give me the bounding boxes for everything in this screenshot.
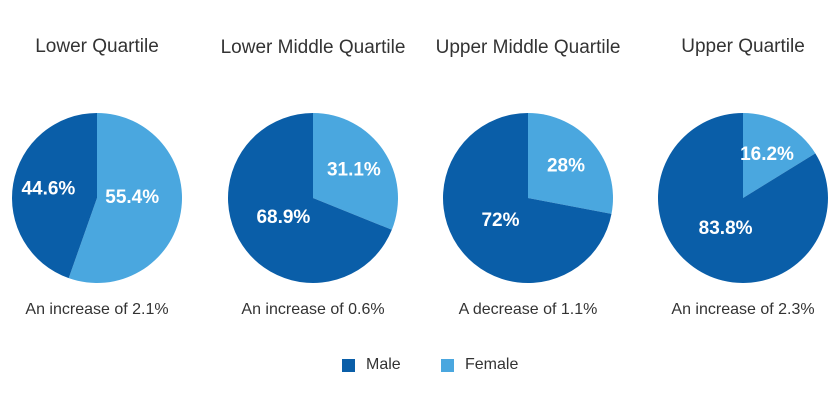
slice-label-female: 16.2% — [740, 144, 794, 165]
change-caption: An increase of 2.1% — [25, 301, 169, 318]
chart-legend: Male Female — [0, 354, 840, 376]
chart-panel-upper-middle-quartile: Upper Middle Quartile 28% 72% A decrease … — [433, 0, 623, 330]
slice-label-male: 44.6% — [21, 179, 75, 200]
pie-chart: 31.1% 68.9% — [228, 113, 398, 283]
legend-item-male: Male — [342, 354, 401, 376]
legend-label: Female — [465, 356, 519, 373]
change-caption: An increase of 0.6% — [241, 301, 385, 318]
change-caption: A decrease of 1.1% — [458, 301, 598, 318]
pie-slice-female — [528, 113, 613, 214]
change-caption: An increase of 2.3% — [671, 301, 815, 318]
slice-label-male: 72% — [481, 210, 519, 231]
chart-panel-upper-quartile: Upper Quartile 16.2% 83.8% An increase of… — [648, 0, 838, 330]
pie-slice-female — [68, 113, 182, 283]
chart-panel-lower-quartile: Lower Quartile 55.4% 44.6% An increase of… — [2, 0, 192, 330]
slice-label-male: 68.9% — [256, 207, 310, 228]
pie-slice-female — [313, 113, 398, 230]
pie-chart: 55.4% 44.6% — [11, 113, 182, 283]
slice-label-female: 28% — [547, 156, 585, 177]
slice-label-female: 55.4% — [105, 187, 159, 208]
chart-title: Upper Quartile — [681, 36, 805, 57]
pie-slice-female — [743, 113, 816, 198]
chart-title: Lower Middle Quartile — [220, 37, 406, 58]
pie-slice-male — [228, 113, 392, 283]
pie-chart: 16.2% 83.8% — [658, 113, 828, 283]
chart-title: Lower Quartile — [35, 36, 159, 57]
pie-slice-male — [11, 113, 97, 279]
pie-slice-male — [443, 113, 612, 283]
legend-swatch-male — [342, 358, 355, 372]
legend-swatch-female — [441, 358, 454, 372]
slice-label-female: 31.1% — [327, 159, 381, 180]
chart-title: Upper Middle Quartile — [435, 37, 621, 58]
pie-chart: 28% 72% — [443, 113, 613, 283]
slice-label-male: 83.8% — [699, 218, 753, 239]
legend-label: Male — [366, 356, 401, 373]
legend-item-female: Female — [441, 354, 518, 376]
chart-panel-lower-middle-quartile: Lower Middle Quartile 31.1% 68.9% An incr… — [218, 0, 408, 330]
pie-slice-male — [658, 113, 828, 283]
